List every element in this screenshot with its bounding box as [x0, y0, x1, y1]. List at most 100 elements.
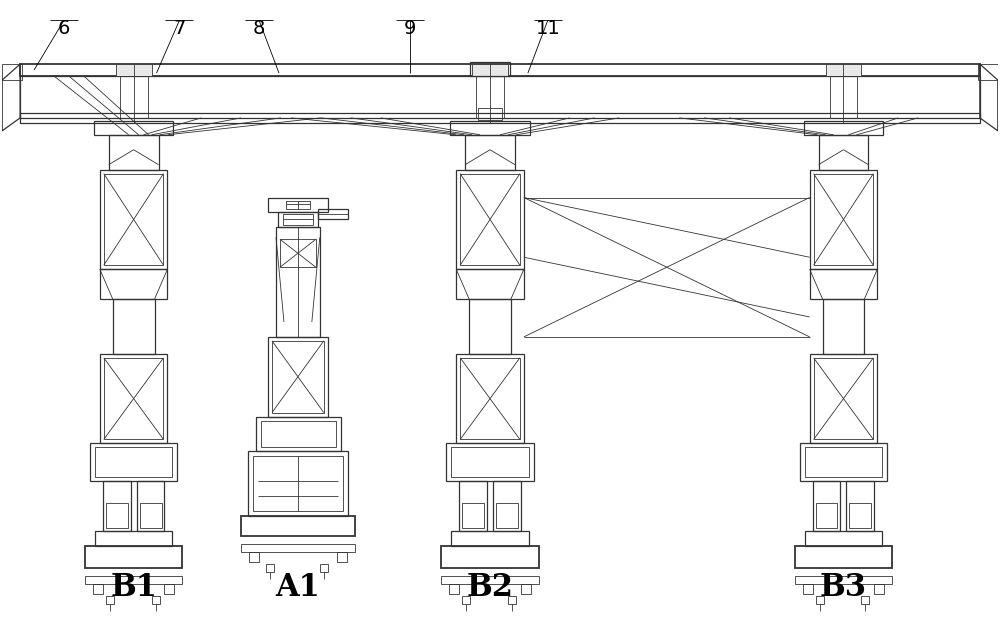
Bar	[85, 546, 182, 568]
Bar	[451, 531, 529, 546]
Bar	[318, 209, 348, 219]
Bar	[337, 552, 347, 562]
Bar	[140, 503, 162, 528]
Bar	[521, 584, 531, 594]
Bar	[446, 443, 534, 482]
Bar	[462, 503, 484, 528]
Bar	[814, 358, 873, 440]
Bar	[109, 135, 159, 170]
Bar	[830, 76, 857, 118]
Bar	[120, 76, 148, 118]
Bar	[116, 64, 152, 76]
Bar	[113, 299, 155, 354]
Bar	[268, 337, 328, 416]
Bar	[816, 596, 824, 604]
Bar	[241, 544, 355, 552]
Bar	[253, 456, 343, 511]
Bar	[272, 341, 324, 413]
Bar	[137, 482, 164, 531]
Bar	[456, 170, 524, 269]
Text: 7: 7	[173, 19, 186, 38]
Bar	[241, 516, 355, 536]
Bar	[823, 299, 864, 354]
Bar	[819, 135, 868, 170]
Bar	[280, 240, 316, 267]
Bar	[846, 482, 874, 531]
Bar	[441, 546, 539, 568]
Bar	[814, 174, 873, 265]
Bar	[103, 482, 131, 531]
Bar	[249, 552, 259, 562]
Bar	[493, 482, 521, 531]
Bar	[465, 135, 515, 170]
Text: 6: 6	[58, 19, 70, 38]
Bar	[460, 358, 520, 440]
Bar	[90, 443, 177, 482]
Bar	[805, 448, 882, 477]
Bar	[450, 121, 530, 135]
Bar	[826, 64, 861, 76]
Bar	[85, 576, 182, 584]
Bar	[2, 64, 22, 80]
Bar	[508, 596, 516, 604]
Bar	[106, 503, 128, 528]
Bar	[861, 596, 869, 604]
Bar	[93, 584, 103, 594]
Bar	[451, 448, 529, 477]
Bar	[816, 503, 837, 528]
Bar	[803, 584, 813, 594]
Bar	[795, 546, 892, 568]
Text: B1: B1	[110, 572, 157, 603]
Bar	[268, 198, 328, 213]
Bar	[449, 584, 459, 594]
Bar	[100, 354, 167, 443]
Text: 9: 9	[404, 19, 417, 38]
Bar	[813, 482, 840, 531]
Bar	[469, 299, 511, 354]
Bar	[20, 113, 980, 123]
Text: B2: B2	[467, 572, 514, 603]
Text: A1: A1	[276, 572, 320, 603]
Bar	[472, 64, 508, 76]
Bar	[286, 201, 310, 209]
Bar	[456, 354, 524, 443]
Bar	[462, 596, 470, 604]
Text: 11: 11	[535, 19, 560, 38]
Bar	[164, 584, 174, 594]
Bar	[805, 531, 882, 546]
Text: 8: 8	[253, 19, 265, 38]
Bar	[266, 564, 274, 572]
Bar	[152, 596, 160, 604]
Bar	[810, 354, 877, 443]
Bar	[978, 64, 998, 80]
Bar	[95, 531, 172, 546]
Bar	[100, 170, 167, 269]
Bar	[320, 564, 328, 572]
Bar	[496, 503, 518, 528]
Bar	[261, 421, 336, 448]
Bar	[810, 170, 877, 269]
Text: B3: B3	[820, 572, 867, 603]
Bar	[248, 451, 348, 516]
Bar	[283, 214, 313, 225]
Bar	[795, 576, 892, 584]
Bar	[478, 108, 502, 120]
Bar	[849, 503, 871, 528]
Bar	[460, 174, 520, 265]
Bar	[20, 64, 980, 76]
Bar	[800, 443, 887, 482]
Bar	[256, 416, 341, 451]
Bar	[874, 584, 884, 594]
Bar	[20, 76, 980, 118]
Bar	[104, 174, 163, 265]
Bar	[104, 358, 163, 440]
Bar	[278, 213, 318, 228]
Bar	[441, 576, 539, 584]
Bar	[276, 228, 320, 337]
Bar	[94, 121, 173, 135]
Bar	[106, 596, 114, 604]
Bar	[459, 482, 487, 531]
Bar	[476, 76, 504, 118]
Bar	[804, 121, 883, 135]
Bar	[95, 448, 172, 477]
